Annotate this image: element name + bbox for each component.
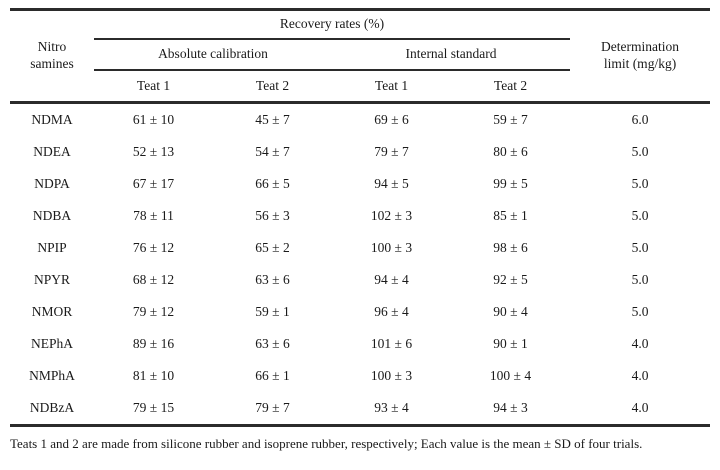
col-header-nitrosamines: Nitro samines: [10, 9, 94, 104]
cell-recovery-value: 100 ± 3: [370, 368, 413, 383]
cell-determination-limit: 5.0: [631, 144, 649, 159]
col-header-int-teat2: Teat 2: [451, 70, 570, 104]
table-footnote: Teats 1 and 2 are made from silicone rub…: [10, 436, 643, 451]
cell-recovery-value: 69 ± 6: [374, 112, 409, 127]
cell-recovery-value: 98 ± 6: [493, 240, 528, 255]
cell-recovery-value: 65 ± 2: [255, 240, 290, 255]
cell-recovery-value: 68 ± 12: [132, 272, 175, 287]
row-label-nitrosamine: NMPhA: [29, 368, 75, 383]
cell-determination-limit: 5.0: [631, 208, 649, 223]
cell-recovery-value: 66 ± 1: [255, 368, 290, 383]
cell-recovery-value: 79 ± 7: [374, 144, 409, 159]
cell-determination-limit: 4.0: [631, 368, 649, 383]
col-header-absolute-calibration: Absolute calibration: [94, 39, 332, 71]
table-row: NEPhA 89 ± 16 63 ± 6 101 ± 6 90 ± 1 4.0: [10, 328, 710, 360]
table-header: Nitro samines Recovery rates (%) Determi…: [10, 9, 710, 104]
cell-recovery-value: 81 ± 10: [132, 368, 175, 383]
cell-recovery-value: 94 ± 5: [374, 176, 409, 191]
cell-recovery-value: 90 ± 1: [493, 336, 528, 351]
row-label-nitrosamine: NDBA: [32, 208, 72, 223]
cell-recovery-value: 96 ± 4: [374, 304, 409, 319]
table-row: NPYR 68 ± 12 63 ± 6 94 ± 4 92 ± 5 5.0: [10, 264, 710, 296]
row-label-nitrosamine: NDMA: [31, 112, 73, 127]
paper-table-figure: Nitro samines Recovery rates (%) Determi…: [10, 8, 710, 451]
col-header-abs-teat2: Teat 2: [213, 70, 332, 104]
cell-recovery-value: 80 ± 6: [493, 144, 528, 159]
col-header-int-teat1: Teat 1: [332, 70, 451, 104]
cell-recovery-value: 79 ± 12: [132, 304, 175, 319]
cell-determination-limit: 4.0: [631, 336, 649, 351]
recovery-rates-table: Nitro samines Recovery rates (%) Determi…: [10, 8, 710, 427]
cell-recovery-value: 52 ± 13: [132, 144, 175, 159]
cell-recovery-value: 66 ± 5: [255, 176, 290, 191]
cell-recovery-value: 54 ± 7: [255, 144, 290, 159]
cell-recovery-value: 63 ± 6: [255, 336, 290, 351]
table-row: NDBzA 79 ± 15 79 ± 7 93 ± 4 94 ± 3 4.0: [10, 392, 710, 427]
cell-determination-limit: 6.0: [631, 112, 649, 127]
cell-recovery-value: 79 ± 7: [213, 392, 332, 427]
row-label-nitrosamine: NDBzA: [10, 392, 94, 427]
cell-recovery-value: 89 ± 16: [132, 336, 175, 351]
cell-recovery-value: 76 ± 12: [132, 240, 175, 255]
cell-recovery-value: 63 ± 6: [255, 272, 290, 287]
cell-recovery-value: 99 ± 5: [493, 176, 528, 191]
table-row: NDEA 52 ± 13 54 ± 7 79 ± 7 80 ± 6 5.0: [10, 136, 710, 168]
table-row: NDBA 78 ± 11 56 ± 3 102 ± 3 85 ± 1 5.0: [10, 200, 710, 232]
cell-recovery-value: 100 ± 3: [370, 240, 413, 255]
cell-recovery-value: 101 ± 6: [370, 336, 413, 351]
cell-recovery-value: 90 ± 4: [493, 304, 528, 319]
col-header-recovery-rates: Recovery rates (%): [94, 9, 570, 40]
table-row: NMOR 79 ± 12 59 ± 1 96 ± 4 90 ± 4 5.0: [10, 296, 710, 328]
table-row: NDPA 67 ± 17 66 ± 5 94 ± 5 99 ± 5 5.0: [10, 168, 710, 200]
cell-recovery-value: 85 ± 1: [493, 208, 528, 223]
cell-recovery-value: 56 ± 3: [255, 208, 290, 223]
cell-determination-limit: 5.0: [631, 176, 649, 191]
cell-recovery-value: 59 ± 1: [255, 304, 290, 319]
cell-recovery-value: 94 ± 3: [451, 392, 570, 427]
cell-determination-limit: 5.0: [631, 272, 649, 287]
cell-recovery-value: 94 ± 4: [374, 272, 409, 287]
cell-recovery-value: 100 ± 4: [489, 368, 532, 383]
cell-determination-limit: 5.0: [631, 304, 649, 319]
cell-recovery-value: 61 ± 10: [132, 112, 175, 127]
cell-recovery-value: 45 ± 7: [255, 112, 290, 127]
cell-determination-limit: 5.0: [631, 240, 649, 255]
row-label-nitrosamine: NDEA: [33, 144, 71, 159]
table-body: NDMA 61 ± 10 45 ± 7 69 ± 6 59 ± 7 6.0 NDEA 52 ±…: [10, 103, 710, 427]
row-label-nitrosamine: NDPA: [34, 176, 70, 191]
cell-determination-limit: 4.0: [570, 392, 710, 427]
row-label-nitrosamine: NPYR: [33, 272, 70, 287]
table-row: NMPhA 81 ± 10 66 ± 1 100 ± 3 100 ± 4 4.0: [10, 360, 710, 392]
col-header-internal-standard: Internal standard: [332, 39, 570, 71]
cell-recovery-value: 59 ± 7: [493, 112, 528, 127]
table-row: NPIP 76 ± 12 65 ± 2 100 ± 3 98 ± 6 5.0: [10, 232, 710, 264]
row-label-nitrosamine: NMOR: [31, 304, 73, 319]
row-label-nitrosamine: NEPhA: [30, 336, 73, 351]
cell-recovery-value: 102 ± 3: [370, 208, 413, 223]
cell-recovery-value: 78 ± 11: [133, 208, 174, 223]
row-label-nitrosamine: NPIP: [37, 240, 67, 255]
col-header-abs-teat1: Teat 1: [94, 70, 213, 104]
cell-recovery-value: 79 ± 15: [94, 392, 213, 427]
col-header-determination-limit: Determination limit (mg/kg): [570, 9, 710, 104]
cell-recovery-value: 93 ± 4: [332, 392, 451, 427]
cell-recovery-value: 92 ± 5: [493, 272, 528, 287]
table-row: NDMA 61 ± 10 45 ± 7 69 ± 6 59 ± 7 6.0: [10, 103, 710, 137]
cell-recovery-value: 67 ± 17: [132, 176, 175, 191]
